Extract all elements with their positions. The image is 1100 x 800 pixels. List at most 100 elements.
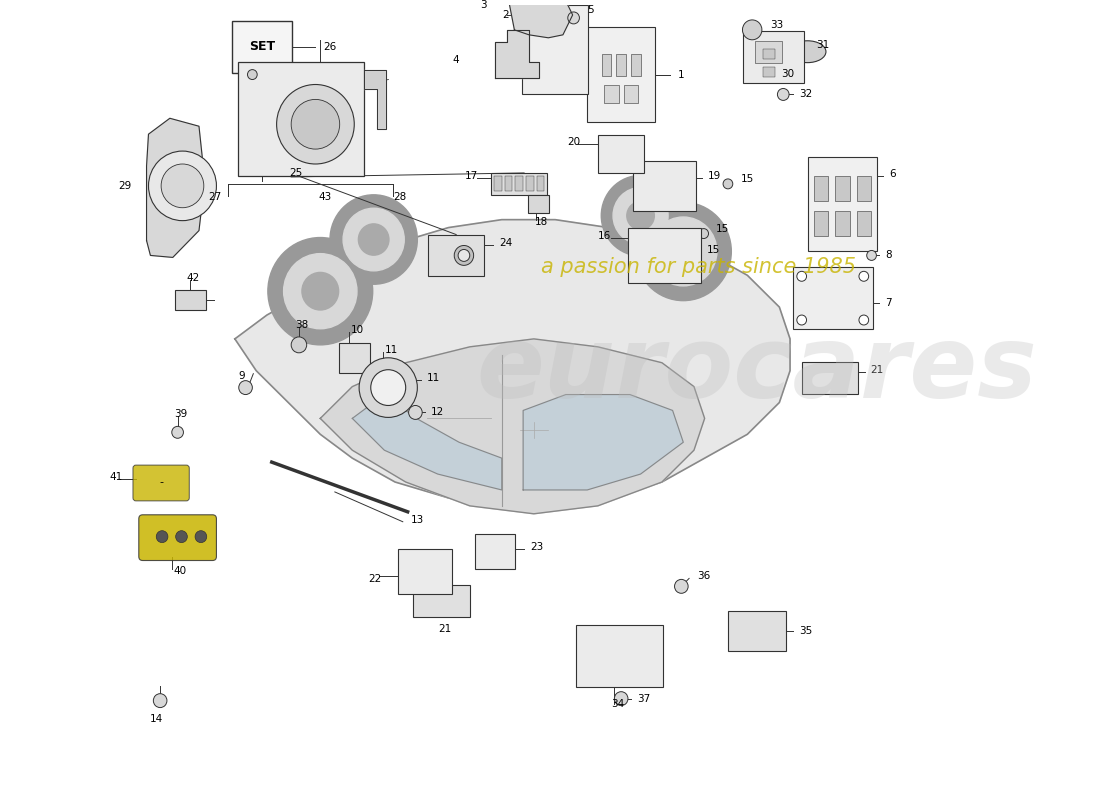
Circle shape — [667, 234, 700, 269]
Text: 4: 4 — [452, 54, 459, 65]
Text: 11: 11 — [427, 373, 440, 382]
Bar — [763, 66, 774, 77]
Text: 38: 38 — [295, 320, 308, 330]
Bar — [604, 86, 618, 103]
Circle shape — [301, 273, 339, 310]
Circle shape — [195, 530, 207, 542]
Bar — [634, 161, 696, 210]
Circle shape — [374, 74, 384, 85]
Circle shape — [408, 406, 422, 419]
Bar — [598, 135, 645, 173]
Circle shape — [698, 229, 708, 238]
Text: 1: 1 — [678, 70, 684, 79]
Circle shape — [268, 238, 373, 345]
Text: 26: 26 — [323, 42, 337, 52]
Circle shape — [867, 250, 877, 260]
Polygon shape — [495, 30, 539, 78]
Circle shape — [650, 217, 717, 286]
Bar — [835, 177, 849, 202]
Text: 7: 7 — [886, 298, 892, 308]
Text: 25: 25 — [289, 168, 302, 178]
Circle shape — [284, 254, 358, 329]
Bar — [398, 549, 452, 594]
Circle shape — [359, 358, 417, 418]
Text: 27: 27 — [208, 192, 221, 202]
Text: 18: 18 — [535, 217, 548, 226]
Text: 43: 43 — [319, 192, 332, 202]
Circle shape — [359, 224, 389, 255]
Bar — [232, 21, 293, 73]
Circle shape — [153, 694, 167, 707]
Text: 23: 23 — [530, 542, 543, 551]
Circle shape — [742, 20, 762, 40]
Text: -: - — [160, 477, 163, 487]
Text: 9: 9 — [239, 370, 245, 381]
Text: 16: 16 — [598, 230, 612, 241]
Text: 28: 28 — [393, 192, 406, 202]
Text: 36: 36 — [697, 571, 711, 582]
Polygon shape — [524, 394, 683, 490]
Text: 14: 14 — [150, 714, 163, 723]
Text: 21: 21 — [438, 624, 451, 634]
Polygon shape — [320, 339, 705, 514]
Circle shape — [796, 271, 806, 282]
Bar — [587, 27, 656, 122]
Bar — [763, 49, 774, 58]
Text: eurocares: eurocares — [476, 322, 1037, 419]
Circle shape — [161, 164, 204, 208]
Bar — [238, 62, 364, 177]
FancyBboxPatch shape — [139, 514, 217, 561]
Polygon shape — [364, 70, 386, 130]
Circle shape — [176, 530, 187, 542]
Circle shape — [602, 175, 680, 256]
FancyBboxPatch shape — [133, 465, 189, 501]
Ellipse shape — [789, 41, 826, 62]
Bar — [624, 86, 638, 103]
Text: 12: 12 — [431, 407, 444, 418]
Text: 30: 30 — [781, 69, 794, 78]
Text: 37: 37 — [637, 694, 650, 704]
Bar — [491, 173, 548, 195]
Circle shape — [723, 179, 733, 189]
Circle shape — [689, 250, 698, 260]
Text: 31: 31 — [816, 40, 829, 50]
Bar — [414, 586, 470, 617]
Text: 32: 32 — [799, 90, 812, 99]
Polygon shape — [352, 394, 502, 490]
Text: 13: 13 — [410, 514, 424, 525]
Text: 15: 15 — [706, 246, 719, 255]
Text: 15: 15 — [740, 174, 754, 184]
Bar — [631, 54, 640, 75]
Text: 20: 20 — [568, 137, 581, 147]
Circle shape — [248, 70, 257, 79]
Bar — [802, 362, 858, 394]
Text: 41: 41 — [109, 472, 122, 482]
Polygon shape — [146, 118, 205, 258]
Text: 24: 24 — [499, 238, 513, 249]
Text: 5: 5 — [587, 5, 594, 15]
Circle shape — [454, 246, 474, 266]
Bar — [857, 177, 871, 202]
Text: 39: 39 — [174, 410, 187, 419]
Text: SET: SET — [249, 40, 275, 54]
Text: 33: 33 — [770, 20, 783, 30]
Bar — [857, 211, 871, 236]
Bar — [616, 54, 626, 75]
Text: 22: 22 — [368, 574, 382, 584]
Text: 17: 17 — [465, 171, 478, 181]
Bar — [575, 625, 663, 686]
Bar — [807, 157, 878, 251]
Circle shape — [292, 337, 307, 353]
Bar — [755, 41, 782, 62]
Text: 2: 2 — [502, 10, 508, 20]
Bar — [537, 177, 544, 191]
Circle shape — [172, 426, 184, 438]
Bar — [814, 211, 828, 236]
Bar — [516, 177, 524, 191]
Text: 10: 10 — [351, 325, 364, 335]
Circle shape — [615, 692, 628, 706]
Text: a passion for parts since 1985: a passion for parts since 1985 — [541, 258, 856, 278]
Circle shape — [239, 381, 252, 394]
Bar — [602, 54, 612, 75]
Text: 3: 3 — [481, 0, 487, 10]
